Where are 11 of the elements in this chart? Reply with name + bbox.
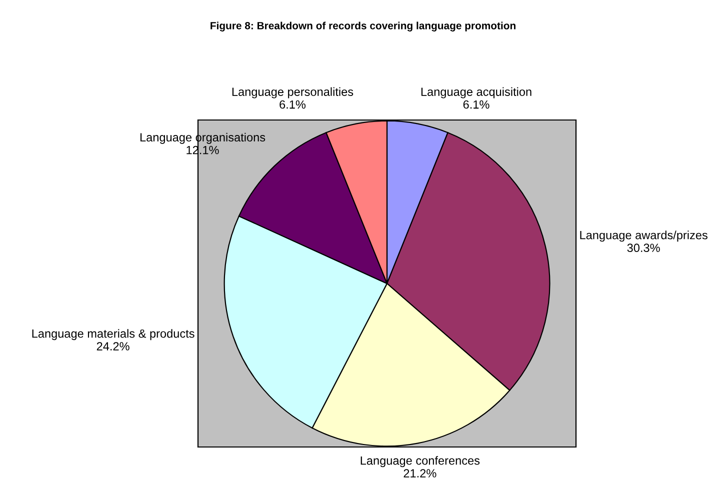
data-label: 6.1% xyxy=(280,100,306,109)
data-label: 30.3% xyxy=(627,244,660,252)
slice-label: Language personalities xyxy=(232,87,354,98)
chart-title: Figure 8: Breakdown of records covering language promotion xyxy=(210,22,516,32)
slice-label: Language awards/prizes xyxy=(580,230,708,242)
data-label: 21.2% xyxy=(404,469,436,478)
data-label: 6.1% xyxy=(463,100,490,109)
slice-label: Language materials & products xyxy=(32,329,194,340)
slice-label: Language conferences xyxy=(360,456,480,468)
slice-label: Language acquisition xyxy=(421,87,532,98)
data-label: 24.2% xyxy=(96,342,130,350)
